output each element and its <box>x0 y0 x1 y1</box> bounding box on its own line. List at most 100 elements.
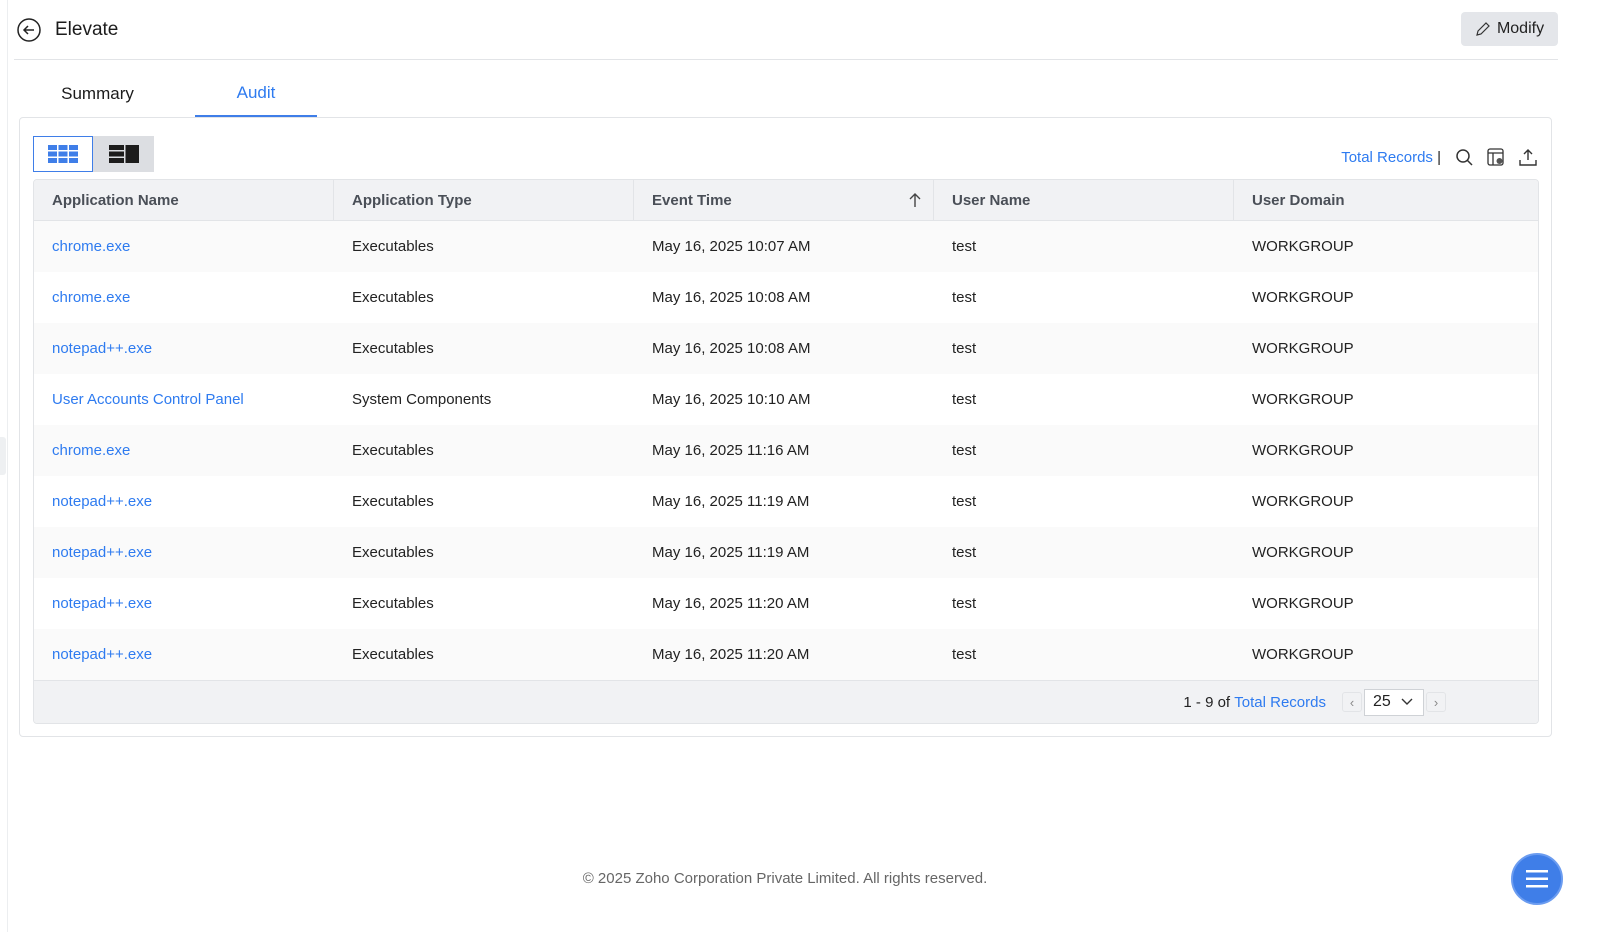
table-cell: WORKGROUP <box>1252 595 1354 612</box>
table-cell: WORKGROUP <box>1252 238 1354 255</box>
table-cell: May 16, 2025 10:08 AM <box>652 340 811 357</box>
application-link[interactable]: notepad++.exe <box>52 646 153 663</box>
column-header[interactable]: User Domain <box>1252 191 1345 209</box>
table-tools: Total Records | <box>1341 148 1537 166</box>
sort-ascending-icon[interactable] <box>909 192 921 208</box>
table-cell: WORKGROUP <box>1252 340 1354 357</box>
application-link[interactable]: notepad++.exe <box>52 340 153 357</box>
table-cell: May 16, 2025 10:07 AM <box>652 238 811 255</box>
grid-icon <box>48 145 78 163</box>
table-cell: chrome.exe <box>34 289 334 306</box>
back-arrow-icon[interactable] <box>17 18 41 42</box>
page-title: Elevate <box>55 19 119 40</box>
prev-page-button[interactable]: ‹ <box>1342 692 1362 712</box>
table-row: notepad++.exe Executables May 16, 2025 11:… <box>34 578 1538 629</box>
table-cell: chrome.exe <box>34 238 334 255</box>
column-header[interactable]: User Name <box>934 180 1234 220</box>
column-header[interactable]: Event Time <box>634 180 934 220</box>
table-body: chrome.exe Executables May 16, 2025 10:07 … <box>34 221 1538 680</box>
application-link[interactable]: chrome.exe <box>52 289 131 306</box>
table-cell: User Accounts Control Panel <box>34 391 334 408</box>
search-icon[interactable] <box>1455 148 1473 166</box>
pencil-icon <box>1476 22 1490 36</box>
table-cell: Executables <box>352 340 434 357</box>
application-link[interactable]: notepad++.exe <box>52 493 153 510</box>
table-cell: May 16, 2025 11:16 AM <box>652 442 810 459</box>
application-link[interactable]: notepad++.exe <box>52 595 153 612</box>
page-size-select[interactable]: 25 <box>1364 688 1424 716</box>
table-cell: May 16, 2025 10:08 AM <box>652 289 811 306</box>
table-row: notepad++.exe Executables May 16, 2025 11:… <box>34 629 1538 680</box>
table-cell: WORKGROUP <box>1252 493 1354 510</box>
column-settings-icon[interactable] <box>1487 148 1505 166</box>
application-link[interactable]: notepad++.exe <box>52 544 153 561</box>
next-page-button[interactable]: › <box>1426 692 1446 712</box>
table-cell: test <box>952 442 977 459</box>
table-cell: May 16, 2025 11:19 AM <box>652 544 810 561</box>
table-cell: Executables <box>352 595 434 612</box>
grid-view-button[interactable] <box>33 136 93 172</box>
table-cell: WORKGROUP <box>1252 646 1354 663</box>
record-range: 1 - 9 of <box>1183 693 1231 711</box>
table-cell: test <box>952 391 977 408</box>
table-cell: WORKGROUP <box>1252 391 1354 408</box>
table-cell: notepad++.exe <box>34 340 334 357</box>
menu-fab[interactable] <box>1511 853 1563 905</box>
table-row: notepad++.exe Executables May 16, 2025 11:… <box>34 527 1538 578</box>
table-row: chrome.exe Executables May 16, 2025 10:07 … <box>34 221 1538 272</box>
table-cell: May 16, 2025 11:20 AM <box>652 595 810 612</box>
table-cell: test <box>952 340 977 357</box>
table-cell: WORKGROUP <box>1252 289 1354 306</box>
table-cell: System Components <box>352 391 492 408</box>
table-cell: Executables <box>352 238 434 255</box>
table-cell: Executables <box>352 493 434 510</box>
table-row: User Accounts Control Panel System Compon… <box>34 374 1538 425</box>
table-cell: chrome.exe <box>34 442 334 459</box>
modify-label: Modify <box>1496 20 1545 37</box>
tab-audit[interactable]: Audit <box>195 70 317 117</box>
table-cell: test <box>952 595 977 612</box>
modify-button[interactable]: Modify <box>1461 12 1558 46</box>
table-cell: notepad++.exe <box>34 493 334 510</box>
audit-table: Application Name Application Type Event … <box>33 179 1539 724</box>
table-cell: May 16, 2025 11:20 AM <box>652 646 810 663</box>
export-icon[interactable] <box>1519 148 1537 166</box>
table-cell: test <box>952 289 977 306</box>
detail-view-button[interactable] <box>93 136 154 172</box>
total-records-link[interactable]: Total Records | <box>1341 148 1441 166</box>
application-link[interactable]: chrome.exe <box>52 442 131 459</box>
application-link[interactable]: chrome.exe <box>52 238 131 255</box>
tab-summary[interactable]: Summary <box>61 83 134 103</box>
page-header: Elevate Modify <box>14 0 1558 60</box>
table-cell: Executables <box>352 289 434 306</box>
table-cell: WORKGROUP <box>1252 442 1354 459</box>
table-cell: test <box>952 646 977 663</box>
column-header[interactable]: Application Name <box>34 180 334 220</box>
left-divider <box>7 0 8 932</box>
view-toggle <box>33 136 154 172</box>
table-cell: Executables <box>352 442 434 459</box>
table-cell: test <box>952 544 977 561</box>
table-row: chrome.exe Executables May 16, 2025 10:08 … <box>34 272 1538 323</box>
list-detail-icon <box>108 145 139 163</box>
table-cell: test <box>952 238 977 255</box>
table-cell: notepad++.exe <box>34 646 334 663</box>
copyright: © 2025 Zoho Corporation Private Limited.… <box>582 870 988 887</box>
table-cell: test <box>952 493 977 510</box>
pagination-bar: 1 - 9 of Total Records ‹ 25 › <box>34 680 1538 723</box>
column-header[interactable]: Application Type <box>334 180 634 220</box>
table-cell: notepad++.exe <box>34 544 334 561</box>
application-link[interactable]: User Accounts Control Panel <box>52 391 244 408</box>
sidebar-resize-handle[interactable] <box>0 437 6 475</box>
hamburger-icon <box>1526 870 1548 888</box>
table-cell: Executables <box>352 646 434 663</box>
table-row: chrome.exe Executables May 16, 2025 11:16 … <box>34 425 1538 476</box>
total-records-link[interactable]: Total Records <box>1234 693 1326 711</box>
table-header: Application Name Application Type Event … <box>34 180 1538 221</box>
chevron-down-icon <box>1401 698 1413 705</box>
table-cell: notepad++.exe <box>34 595 334 612</box>
table-cell: WORKGROUP <box>1252 544 1354 561</box>
table-cell: May 16, 2025 10:10 AM <box>652 391 811 408</box>
table-row: notepad++.exe Executables May 16, 2025 11:… <box>34 476 1538 527</box>
table-cell: Executables <box>352 544 434 561</box>
